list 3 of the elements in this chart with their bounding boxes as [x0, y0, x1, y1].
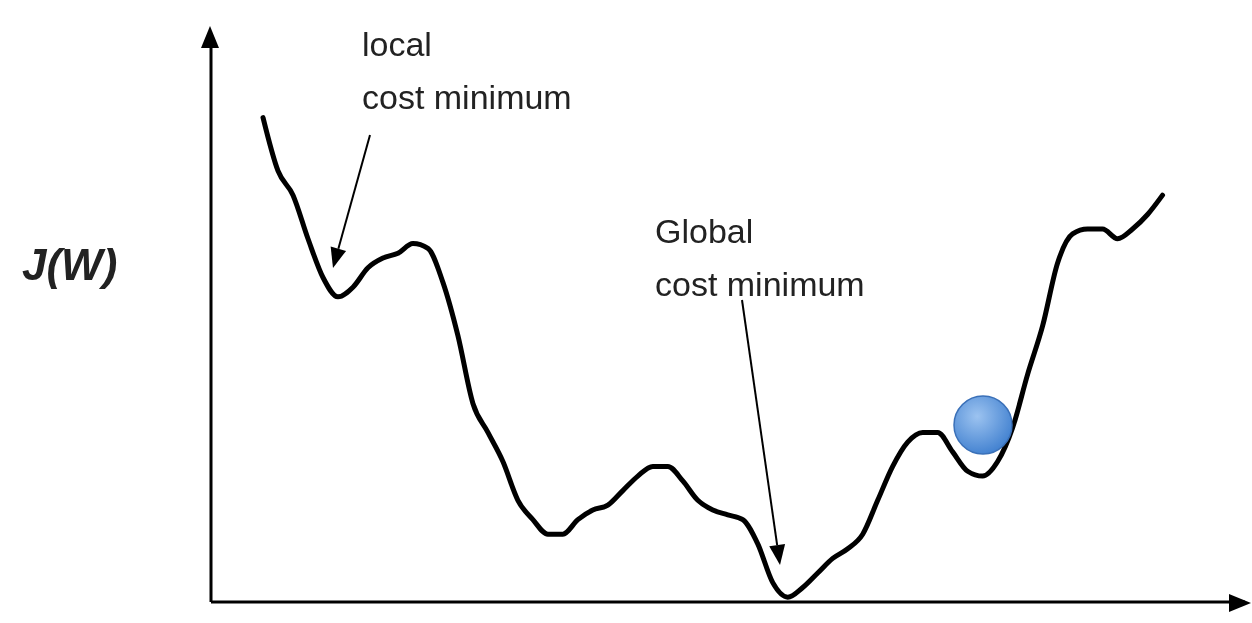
y-axis-title: J(W) — [22, 240, 118, 290]
annotation: Global cost minimum — [655, 211, 865, 305]
text: local cost minimum — [362, 24, 572, 118]
